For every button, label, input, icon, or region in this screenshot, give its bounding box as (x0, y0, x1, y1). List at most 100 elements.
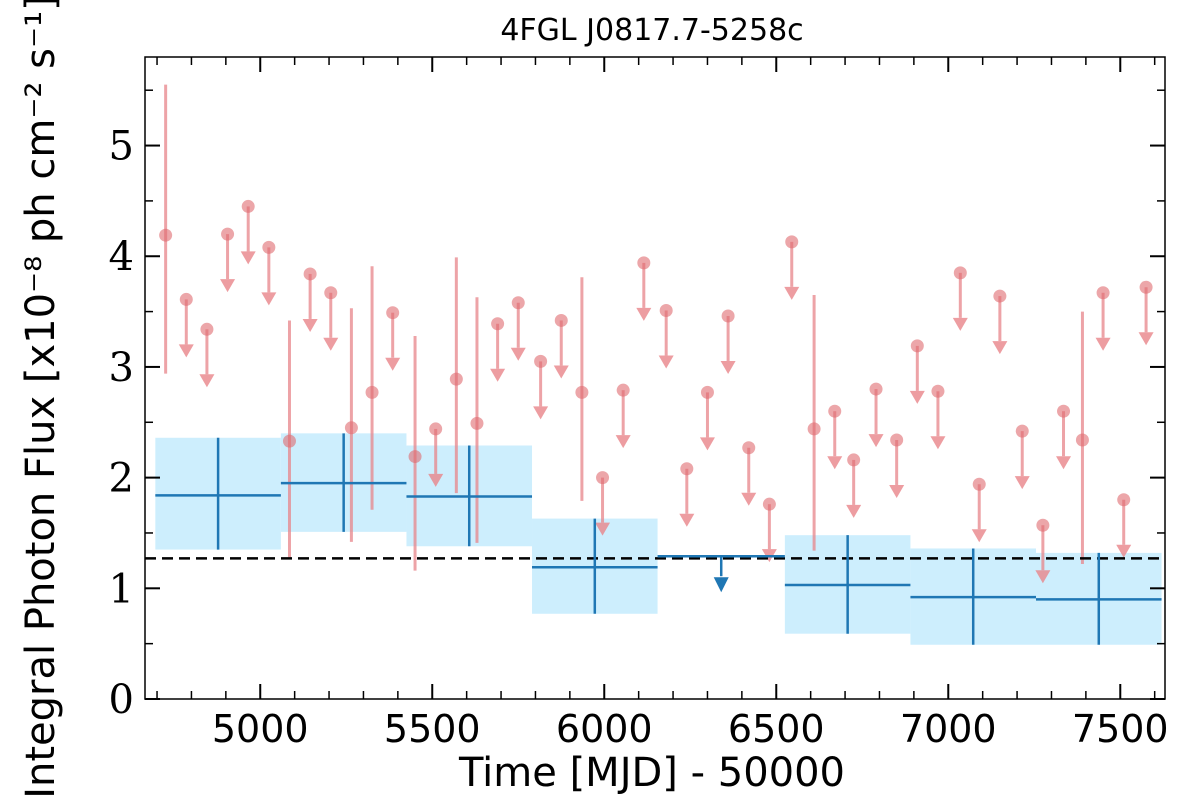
upper-limit-point (721, 309, 735, 323)
upper-limit-arrow (992, 341, 1008, 355)
upper-limit-point (993, 289, 1007, 303)
upper-limit-arrow (741, 492, 757, 506)
upper-limit-arrow (385, 357, 401, 371)
x-tick-label: 6000 (556, 707, 653, 751)
y-tick-label: 1 (109, 566, 134, 612)
upper-limit-arrow (302, 318, 318, 332)
upper-limit-arrow (199, 374, 215, 388)
x-tick-label: 5000 (212, 707, 309, 751)
upper-limit-arrow (510, 347, 526, 361)
short-bin-point (159, 228, 173, 242)
upper-limit-point (910, 339, 924, 353)
x-axis-label: Time [MJD] - 50000 (458, 750, 845, 796)
upper-limit-arrow (261, 292, 277, 306)
upper-limit-point (1036, 518, 1050, 532)
y-tick-label: 3 (109, 345, 134, 391)
upper-limit-point (931, 384, 945, 398)
upper-limit-arrow (679, 513, 695, 527)
upper-limit-arrow (930, 436, 946, 450)
short-bin-point (470, 416, 484, 430)
upper-limit-arrow (1035, 570, 1051, 584)
x-tick-label: 6500 (728, 707, 825, 751)
short-bin-point (344, 421, 358, 435)
upper-limit-arrow (909, 390, 925, 404)
upper-limit-point (869, 382, 883, 396)
short-bin-point (807, 422, 821, 436)
upper-limit-arrow (952, 317, 968, 331)
upper-limit-arrow (636, 307, 652, 321)
upper-limit-arrow (1095, 337, 1111, 351)
upper-limit-point (262, 240, 276, 254)
upper-limit-point (179, 292, 193, 306)
upper-limit-arrow (323, 337, 339, 351)
upper-limit-point (1139, 280, 1153, 294)
upper-limit-point (554, 313, 568, 327)
short-bin-point (449, 372, 463, 386)
y-axis-label: Integral Photon Flux [x10⁻⁸ ph cm⁻² s⁻¹] (18, 0, 64, 799)
plot-frame (144, 56, 1166, 700)
x-tick-label: 7000 (900, 707, 997, 751)
upper-limit-arrow (595, 522, 611, 536)
upper-limit-point (762, 497, 776, 511)
upper-limit-point (1117, 493, 1131, 507)
upper-limit-point (953, 266, 967, 280)
upper-limit-arrow (178, 344, 194, 358)
upper-limit-point (534, 354, 548, 368)
upper-limit-arrow (220, 279, 236, 293)
upper-limit-point (637, 256, 651, 270)
upper-limit-arrow (1014, 476, 1030, 490)
upper-limit-arrow (720, 361, 736, 375)
upper-limit-point (972, 477, 986, 491)
short-bin-point (1075, 433, 1089, 447)
upper-limit-point (828, 404, 842, 418)
upper-limit-arrow (240, 251, 256, 265)
upper-limit-point (847, 453, 861, 467)
y-tick-label: 2 (109, 456, 134, 502)
upper-limit-point (742, 441, 756, 455)
upper-limit-point (303, 267, 317, 281)
plot-area (145, 84, 1165, 645)
upper-limit-point (429, 422, 443, 436)
upper-limit-arrow (971, 529, 987, 543)
short-bin-point (575, 385, 589, 399)
upper-limit-point (1096, 286, 1110, 300)
upper-limit-arrow (615, 435, 631, 449)
y-tick-label: 4 (109, 234, 134, 280)
y-tick-label: 5 (109, 124, 134, 170)
upper-limit-arrow (490, 368, 506, 382)
x-tick-label: 5500 (384, 707, 481, 751)
upper-limit-point (1015, 424, 1029, 438)
chart-title: 4FGL J0817.7-5258c (500, 13, 803, 48)
upper-limit-point (221, 227, 235, 241)
short-bin-point (365, 385, 379, 399)
upper-limit-point (785, 235, 799, 249)
y-tick-label: 0 (109, 677, 134, 723)
upper-limit-point (1057, 404, 1071, 418)
upper-limit-arrow (658, 355, 674, 369)
upper-limit-point (200, 322, 214, 336)
short-bin-point (408, 450, 422, 464)
upper-limit-arrow (553, 365, 569, 379)
upper-limit-arrow (827, 456, 843, 470)
upper-limit-arrow (699, 437, 715, 451)
upper-limit-point (386, 306, 400, 320)
x-tick-label: 7500 (1072, 707, 1169, 751)
upper-limit-arrow (1138, 332, 1154, 346)
upper-limit-point (596, 471, 610, 485)
upper-limit-arrow (1056, 456, 1072, 470)
upper-limit-point (680, 462, 694, 476)
upper-limit-point (511, 296, 525, 310)
axes: 5000 5500 6000 6500 7000 7500 0 1 2 3 4 5 (109, 56, 1169, 751)
upper-limit-point (700, 385, 714, 399)
upper-limit-point (241, 199, 255, 213)
upper-limit-point (890, 433, 904, 447)
upper-limit-point (491, 317, 505, 331)
upper-limit-arrow (868, 434, 884, 448)
upper-limit-arrow (784, 286, 800, 300)
upper-limit-arrow (533, 406, 549, 420)
upper-limit-arrow (1116, 544, 1132, 558)
upper-limit-point (616, 383, 630, 397)
upper-limit-point (659, 303, 673, 317)
upper-limit-arrow (846, 504, 862, 518)
